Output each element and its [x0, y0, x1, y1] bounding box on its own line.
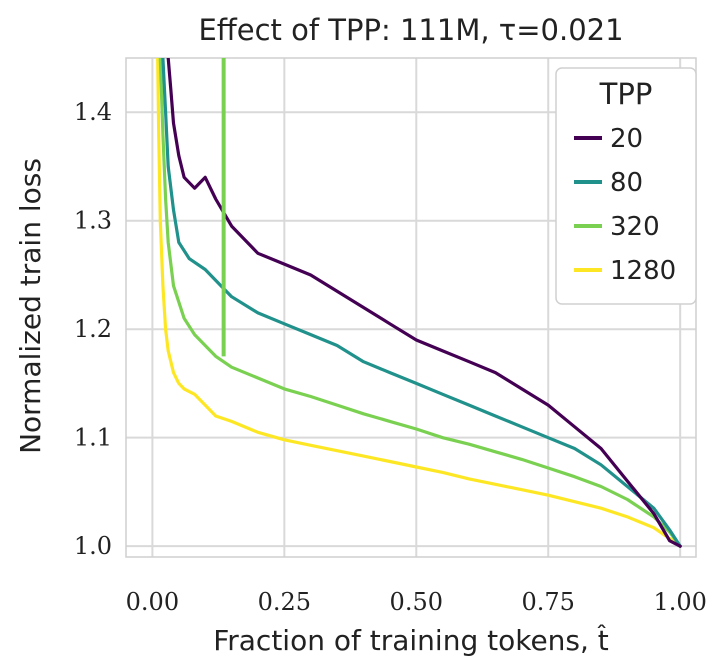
legend-box: [555, 67, 697, 305]
series-line-1280: [156, 58, 682, 548]
legend-label-1280: 1280: [610, 256, 676, 286]
series-line-80: [161, 58, 682, 548]
tick-labels: 0.00 0.25 0.50 0.75 1.00 1.0 1.1 1.2 1.3 1.4: [74, 98, 707, 616]
series-line-20: [166, 58, 682, 548]
y-tick-label: 1.2: [74, 315, 112, 343]
legend: TPP 20 80 320 1280: [555, 67, 697, 305]
legend-label-80: 80: [610, 168, 643, 198]
y-tick-label: 1.3: [74, 207, 112, 235]
chart-title: Effect of TPP: 111M, τ=0.021: [198, 13, 623, 47]
y-tick-label: 1.1: [74, 424, 112, 452]
legend-title: TPP: [599, 77, 653, 111]
y-axis-label: Normalized train loss: [14, 158, 47, 454]
x-axis-label: Fraction of training tokens, t̂: [213, 624, 609, 657]
series-line-320: [158, 58, 682, 548]
plot-frame: [125, 57, 697, 558]
legend-label-20: 20: [610, 124, 643, 154]
x-tick-label: 0.75: [522, 588, 575, 616]
legend-label-320: 320: [610, 212, 660, 242]
x-tick-label: 0.25: [258, 588, 311, 616]
x-tick-label: 0.50: [390, 588, 443, 616]
y-tick-label: 1.4: [74, 98, 112, 126]
series-layer: [156, 58, 682, 548]
x-tick-label: 0.00: [126, 588, 179, 616]
y-tick-label: 1.0: [74, 532, 112, 560]
x-tick-label: 1.00: [653, 588, 706, 616]
